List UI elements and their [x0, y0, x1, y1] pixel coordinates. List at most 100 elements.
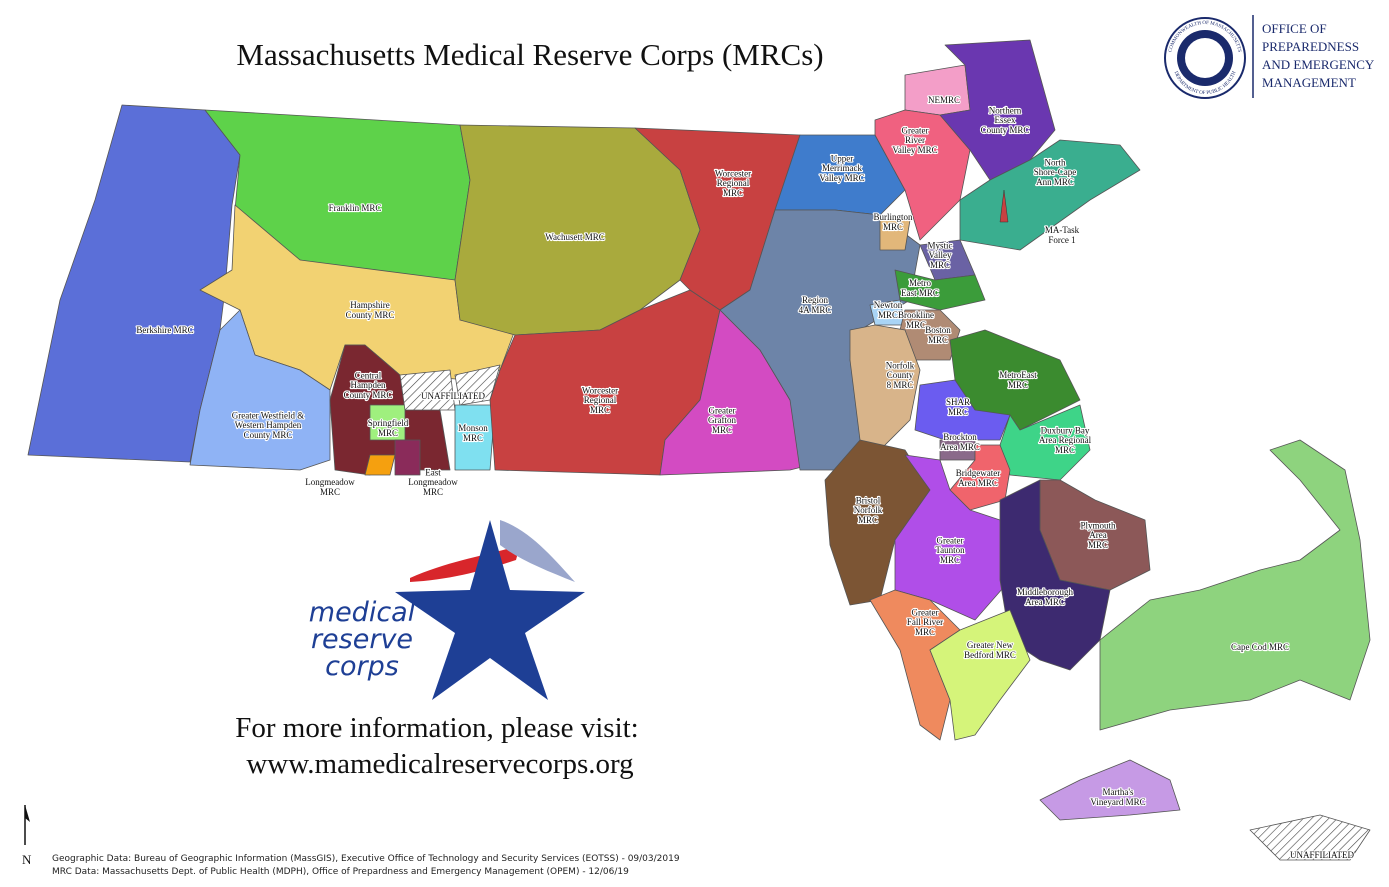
region-label-line: Martha's: [1102, 787, 1134, 797]
region-label-line: Monson: [458, 423, 488, 433]
region-label: UNAFFILIATED: [1290, 850, 1354, 860]
region-label-line: Northern: [989, 105, 1022, 115]
region: [1099, 439, 1371, 731]
region: [394, 439, 421, 476]
region-label: Hampshire County MRC: [346, 300, 395, 320]
region: [454, 404, 496, 471]
region-label-line: MRC: [320, 487, 340, 497]
logo-text: reserve: [311, 624, 413, 655]
region-label-line: Worcester: [582, 385, 618, 395]
region-label: Upper Merrimack Valley MRC: [819, 153, 864, 183]
region-label-line: Ann MRC: [1036, 177, 1074, 187]
region-label: Wachusett MRC: [545, 232, 605, 242]
region-label-line: Area Regional: [1039, 435, 1092, 445]
region: [914, 379, 1011, 441]
source-line: MRC Data: Massachusetts Dept. of Public …: [52, 867, 629, 877]
region-label-line: Valley MRC: [892, 145, 937, 155]
region-label: Greater New Bedford MRC: [964, 640, 1016, 660]
office-line: OFFICE OF: [1262, 21, 1327, 36]
region-label-line: County: [887, 370, 914, 380]
region-label-line: County MRC: [346, 310, 395, 320]
region-label-line: Hampden: [351, 380, 386, 390]
info-url: www.mamedicalreservecorps.org: [246, 748, 633, 780]
region-label-line: Greater: [709, 405, 736, 415]
region-label-line: MRC: [423, 487, 443, 497]
regions: [27, 39, 1371, 861]
region-label-line: MRC: [1055, 445, 1075, 455]
region-label-line: Greater: [902, 125, 929, 135]
region-label-line: Taunton: [935, 545, 965, 555]
region-label-line: Brockton: [943, 432, 977, 442]
region-label-line: Regional: [584, 395, 617, 405]
region-label: Metro East MRC: [901, 278, 939, 298]
region: [949, 444, 1011, 511]
region-label-line: Norfolk: [886, 360, 915, 370]
region-label-line: Wachusett MRC: [545, 232, 605, 242]
region-label-line: MRC: [883, 222, 903, 232]
region: [849, 324, 921, 451]
region-label-line: Grafton: [708, 415, 736, 425]
region-label-line: MRC: [1008, 380, 1028, 390]
region-label: East Longmeadow MRC: [408, 467, 458, 497]
region-label: Middleborough Area MRC: [1017, 587, 1073, 607]
region-label-line: MRC: [378, 428, 398, 438]
region: [894, 454, 1011, 621]
region-label: Bridgewater Area MRC: [956, 468, 1000, 488]
region-label: Region 4A MRC: [799, 295, 832, 315]
region-label-line: Central: [355, 370, 382, 380]
office-line: AND EMERGENCY: [1262, 57, 1375, 72]
region: [189, 309, 331, 471]
region-label-line: Area MRC: [1025, 597, 1065, 607]
region-label-line: Greater New: [967, 640, 1014, 650]
region-label-line: East: [425, 467, 441, 477]
region-label: Bristol Norfolk MRC: [854, 495, 883, 525]
office-line: PREPAREDNESS: [1262, 39, 1359, 54]
region-label-line: Plymouth: [1080, 520, 1116, 530]
region-label-line: Greater: [912, 607, 939, 617]
region-label: SHAR MRC: [946, 397, 970, 417]
logo-text: corps: [325, 651, 399, 682]
region-label-line: MRC: [928, 335, 948, 345]
region-label: Plymouth Area MRC: [1080, 520, 1116, 550]
region-label-line: MRC: [940, 555, 960, 565]
region-label-line: Middleborough: [1017, 587, 1073, 597]
region-label-line: Worcester: [715, 168, 751, 178]
region-label: Greater Westfield & Western Hampden County…: [232, 410, 305, 440]
region-label-line: NEMRC: [928, 95, 960, 105]
region-label: Cape Cod MRC: [1231, 642, 1289, 652]
region-label: North Shore-Cape Ann MRC: [1034, 157, 1077, 187]
region-label: Greater Taunton MRC: [935, 535, 965, 565]
region-label: Berkshire MRC: [136, 325, 193, 335]
region-label: Norfolk County 8 MRC: [886, 360, 915, 390]
region-label-line: MA-Task: [1045, 225, 1080, 235]
region-label: NEMRC: [928, 95, 960, 105]
region-label-line: East MRC: [901, 288, 939, 298]
region-label-line: MRC: [712, 425, 732, 435]
region-label-line: Area MRC: [940, 442, 980, 452]
region-label: Burlington MRC: [873, 212, 913, 232]
region-label: MA-Task Force 1: [1045, 225, 1080, 245]
region-label-line: Cape Cod MRC: [1231, 642, 1289, 652]
region-label-line: Valley: [929, 250, 952, 260]
region: [959, 139, 1141, 251]
region-label: Central Hampden County MRC: [344, 370, 393, 400]
logo-text: medical: [309, 597, 416, 628]
region-label: UNAFFILIATED: [421, 391, 485, 401]
region-label: Brookline MRC: [898, 310, 934, 330]
office-line: MANAGEMENT: [1262, 75, 1356, 90]
region-label-line: MRC: [878, 310, 898, 320]
region-label-line: MRC: [948, 407, 968, 417]
region-label: Brockton Area MRC: [940, 432, 980, 452]
region-label-line: Boston: [925, 325, 951, 335]
region-label: Mystic Valley MRC: [927, 240, 952, 270]
region-label-line: Merrimack: [822, 163, 862, 173]
region-label-line: Duxbury Bay: [1041, 425, 1090, 435]
region: [939, 39, 1056, 181]
region-label-line: Force 1: [1048, 235, 1075, 245]
region-label: Springfield MRC: [368, 418, 409, 438]
region-label: Worcester Regional MRC: [582, 385, 618, 415]
region-label-line: Burlington: [873, 212, 913, 222]
region-label-line: Longmeadow: [408, 477, 458, 487]
